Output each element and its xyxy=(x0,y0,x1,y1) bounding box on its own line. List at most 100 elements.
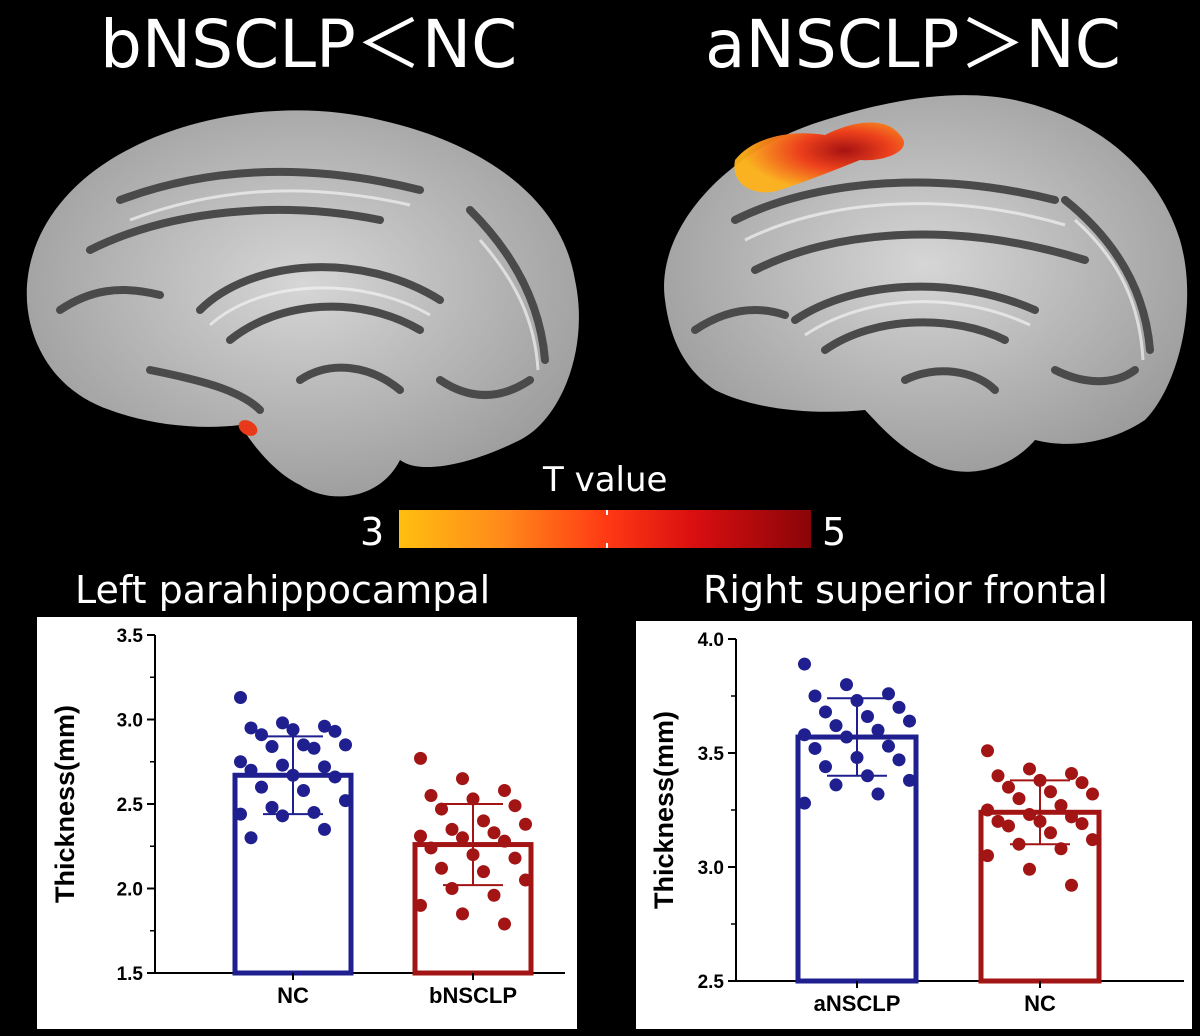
data-point xyxy=(798,796,811,810)
y-tick-label: 3.0 xyxy=(698,858,724,879)
data-point xyxy=(508,799,522,813)
data-point xyxy=(276,716,289,730)
right-chart-panel: 2.5 3.0 3.5 4.0 Thickness(mm) aNSCLP NC xyxy=(636,621,1192,1029)
data-point xyxy=(1065,767,1078,781)
data-point xyxy=(1023,862,1036,876)
data-point xyxy=(286,723,300,737)
left-chart-panel: 1.5 2.0 2.5 3.0 3.5 Thickness(mm) NC bNSCLP xyxy=(37,617,577,1029)
right-heading: aNSCLP＞NC xyxy=(705,6,1121,83)
data-point xyxy=(255,728,268,742)
data-point xyxy=(265,740,279,754)
data-point xyxy=(414,898,427,912)
right-brain-surface xyxy=(664,95,1188,472)
x-category-label: NC xyxy=(1024,991,1056,1016)
right-bar-chart: 2.5 3.0 3.5 4.0 Thickness(mm) aNSCLP NC xyxy=(649,630,1184,1016)
y-tick-label: 4.0 xyxy=(698,630,724,651)
y-tick-label: 3.0 xyxy=(117,711,143,732)
colorbar-midtick-top xyxy=(606,510,608,515)
data-point xyxy=(861,710,874,724)
data-point xyxy=(414,751,427,765)
data-point xyxy=(244,831,258,845)
data-point xyxy=(318,822,331,836)
data-point xyxy=(445,822,459,836)
y-tick-label: 2.0 xyxy=(117,880,143,901)
data-point xyxy=(981,803,994,817)
data-point xyxy=(892,700,906,714)
data-point xyxy=(1086,787,1099,801)
data-point xyxy=(1075,817,1089,831)
data-point xyxy=(1023,762,1036,776)
data-point xyxy=(861,769,874,783)
left-bar-chart: 1.5 2.0 2.5 3.0 3.5 Thickness(mm) NC bNSCLP xyxy=(50,626,565,1008)
data-point xyxy=(871,723,885,737)
data-point xyxy=(519,817,532,831)
data-point xyxy=(456,907,469,921)
data-point xyxy=(1054,842,1068,856)
data-point xyxy=(903,773,916,787)
data-point xyxy=(1075,776,1089,790)
data-point xyxy=(882,687,895,701)
data-point xyxy=(307,741,321,755)
y-tick-label: 1.5 xyxy=(117,964,144,985)
data-point xyxy=(981,744,994,758)
left-heading: bNSCLP＜NC xyxy=(100,6,518,83)
y-tick-label: 2.5 xyxy=(117,795,144,816)
data-point xyxy=(318,719,331,733)
data-point xyxy=(498,834,511,848)
chart-title-right: Right superior frontal xyxy=(703,568,1108,612)
data-point xyxy=(871,787,885,801)
data-point xyxy=(1012,837,1026,851)
bar-ansclp xyxy=(795,734,919,984)
data-point xyxy=(840,678,853,692)
data-point xyxy=(466,848,480,862)
data-point xyxy=(297,738,310,752)
data-point xyxy=(850,751,864,765)
data-point xyxy=(1023,808,1036,822)
data-point xyxy=(414,829,427,843)
data-point xyxy=(798,728,811,742)
y-axis-label: Thickness(mm) xyxy=(649,711,679,909)
data-point xyxy=(318,760,331,774)
x-category-label: bNSCLP xyxy=(429,983,517,1008)
data-point xyxy=(424,841,438,855)
data-point xyxy=(1002,780,1015,794)
data-point xyxy=(1044,826,1057,840)
data-point xyxy=(498,783,511,797)
data-point xyxy=(882,739,895,753)
y-tick-label: 3.5 xyxy=(117,626,144,647)
data-point xyxy=(991,769,1005,783)
data-point xyxy=(808,689,822,703)
x-category-label: aNSCLP xyxy=(814,991,901,1016)
data-point xyxy=(840,730,853,744)
x-category-label: NC xyxy=(277,983,309,1008)
data-point xyxy=(255,780,268,794)
data-point xyxy=(445,882,459,895)
data-point xyxy=(1033,814,1047,828)
data-point xyxy=(276,809,289,823)
data-point xyxy=(307,805,321,819)
data-point xyxy=(456,772,469,786)
data-point xyxy=(286,768,300,782)
data-point xyxy=(850,694,864,708)
data-point xyxy=(244,721,258,735)
data-point xyxy=(1033,773,1047,787)
y-axis-label: Thickness(mm) xyxy=(50,705,80,903)
data-point xyxy=(328,724,342,738)
data-point xyxy=(234,807,247,821)
data-point xyxy=(1065,810,1078,824)
data-point xyxy=(234,691,247,705)
data-point xyxy=(244,763,258,777)
data-point xyxy=(798,657,811,671)
data-point xyxy=(297,783,310,797)
data-point xyxy=(819,705,832,719)
data-point xyxy=(1002,819,1015,833)
data-point xyxy=(981,849,994,863)
data-point xyxy=(477,814,490,828)
data-point xyxy=(466,792,480,806)
data-point xyxy=(265,800,279,814)
colorbar-max-label: 5 xyxy=(822,510,847,554)
data-point xyxy=(892,753,906,767)
data-point xyxy=(903,714,916,728)
data-point xyxy=(339,738,352,752)
data-point xyxy=(829,719,843,733)
